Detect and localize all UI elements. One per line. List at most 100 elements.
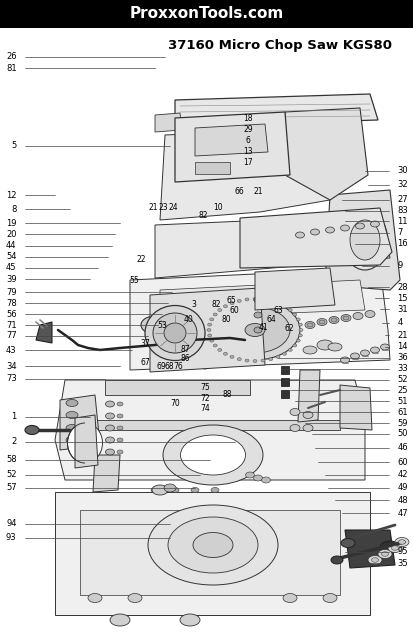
Ellipse shape — [207, 323, 211, 326]
Text: 79: 79 — [6, 288, 17, 297]
Ellipse shape — [398, 540, 404, 544]
Text: 64: 64 — [266, 315, 275, 324]
Polygon shape — [105, 380, 249, 395]
Ellipse shape — [152, 485, 168, 495]
Polygon shape — [93, 455, 120, 492]
Ellipse shape — [223, 305, 227, 308]
Text: 74: 74 — [199, 404, 209, 413]
Ellipse shape — [217, 308, 221, 312]
Polygon shape — [175, 94, 377, 126]
Text: 32: 32 — [396, 180, 407, 189]
Polygon shape — [240, 208, 391, 268]
Text: 57: 57 — [6, 483, 17, 492]
Ellipse shape — [268, 300, 272, 302]
Ellipse shape — [340, 314, 350, 321]
Text: 10: 10 — [213, 203, 223, 212]
Ellipse shape — [223, 352, 227, 355]
Ellipse shape — [147, 505, 277, 585]
Ellipse shape — [380, 344, 389, 350]
Ellipse shape — [268, 358, 272, 360]
Text: 15: 15 — [396, 294, 407, 303]
Ellipse shape — [282, 352, 286, 355]
Ellipse shape — [237, 300, 241, 302]
Text: 46: 46 — [396, 444, 407, 452]
Ellipse shape — [117, 414, 123, 418]
Ellipse shape — [190, 488, 199, 493]
Ellipse shape — [292, 344, 296, 347]
Text: 17: 17 — [243, 158, 253, 167]
Ellipse shape — [296, 339, 299, 342]
Bar — [280, 378, 288, 386]
Ellipse shape — [260, 359, 264, 362]
Ellipse shape — [342, 316, 348, 320]
Text: 16: 16 — [396, 239, 407, 248]
Ellipse shape — [394, 538, 408, 547]
Ellipse shape — [302, 424, 312, 431]
Ellipse shape — [244, 359, 248, 362]
Ellipse shape — [153, 313, 197, 353]
Ellipse shape — [275, 355, 279, 358]
Ellipse shape — [168, 517, 257, 573]
Polygon shape — [175, 112, 289, 182]
Text: 72: 72 — [199, 394, 209, 403]
Ellipse shape — [192, 532, 233, 557]
Ellipse shape — [105, 401, 114, 407]
Ellipse shape — [282, 593, 296, 602]
Ellipse shape — [287, 348, 292, 351]
Text: 55: 55 — [129, 276, 139, 285]
Ellipse shape — [289, 408, 299, 415]
Ellipse shape — [298, 323, 301, 326]
Text: 37: 37 — [140, 339, 150, 348]
Text: 59: 59 — [396, 419, 407, 428]
Ellipse shape — [340, 538, 354, 547]
Text: 37160 Micro Chop Saw KGS80: 37160 Micro Chop Saw KGS80 — [168, 40, 391, 52]
Text: 35: 35 — [396, 559, 407, 568]
Ellipse shape — [330, 318, 336, 322]
Ellipse shape — [151, 488, 159, 493]
Text: 65: 65 — [225, 296, 235, 305]
Ellipse shape — [110, 614, 130, 626]
Text: 43: 43 — [6, 346, 17, 355]
Ellipse shape — [217, 348, 221, 351]
Ellipse shape — [316, 340, 332, 350]
Ellipse shape — [145, 305, 204, 360]
Text: 44: 44 — [6, 241, 17, 250]
Text: 21: 21 — [396, 331, 407, 340]
Ellipse shape — [117, 426, 123, 430]
Text: 73: 73 — [6, 374, 17, 383]
Text: 36: 36 — [396, 353, 407, 362]
Text: 95: 95 — [396, 547, 407, 556]
Ellipse shape — [316, 319, 326, 326]
Ellipse shape — [105, 413, 114, 419]
Ellipse shape — [105, 437, 114, 443]
Text: 51: 51 — [396, 397, 407, 406]
Ellipse shape — [391, 546, 398, 550]
Polygon shape — [195, 124, 267, 156]
Text: 25: 25 — [396, 386, 407, 395]
Ellipse shape — [287, 308, 292, 312]
Ellipse shape — [66, 436, 78, 444]
Text: 67: 67 — [140, 358, 150, 367]
Ellipse shape — [128, 593, 142, 602]
Ellipse shape — [219, 307, 289, 353]
Ellipse shape — [339, 225, 349, 231]
Text: 88: 88 — [222, 390, 231, 399]
Polygon shape — [75, 415, 98, 468]
Ellipse shape — [387, 543, 401, 552]
Ellipse shape — [244, 298, 248, 301]
Ellipse shape — [213, 313, 217, 316]
Text: 11: 11 — [396, 217, 407, 226]
Polygon shape — [55, 380, 364, 480]
Ellipse shape — [209, 339, 213, 342]
Polygon shape — [297, 370, 319, 422]
Text: 87: 87 — [180, 345, 190, 354]
Text: 13: 13 — [243, 147, 253, 156]
Polygon shape — [159, 128, 329, 220]
Ellipse shape — [66, 399, 78, 406]
Ellipse shape — [379, 541, 399, 553]
Ellipse shape — [164, 323, 185, 343]
Text: 68: 68 — [164, 362, 174, 371]
Text: 22: 22 — [136, 255, 145, 264]
Ellipse shape — [237, 358, 241, 360]
Polygon shape — [60, 395, 100, 450]
